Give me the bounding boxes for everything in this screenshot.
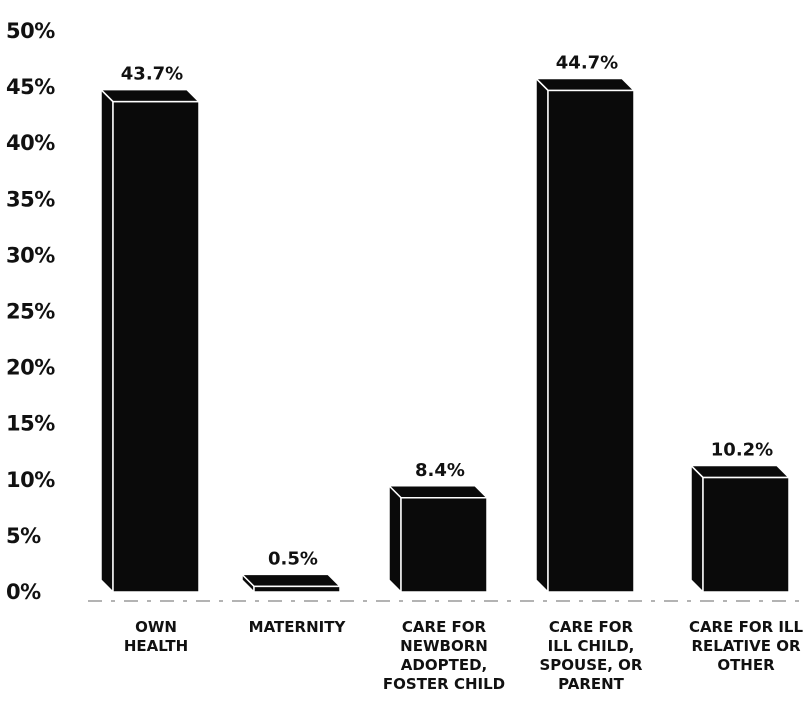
bar-top-face	[240, 573, 342, 588]
y-tick-label: 45%	[6, 75, 55, 99]
category-label: OWN HEALTH	[124, 618, 188, 655]
category-label-line: CARE FOR	[402, 618, 487, 636]
y-tick-label: 30%	[6, 243, 55, 267]
category-label-line: ADOPTED,	[401, 656, 487, 674]
category-label-line: RELATIVE OR	[692, 637, 801, 655]
y-tick-label: 20%	[6, 356, 55, 380]
bar-side-face	[690, 463, 704, 594]
category-label: CARE FOR ILL RELATIVE OR OTHER	[689, 618, 804, 674]
bar-top-face	[689, 464, 791, 479]
bars-group	[99, 76, 791, 594]
category-label: MATERNITY	[249, 618, 347, 636]
bar-front-face	[400, 497, 488, 593]
y-axis: 0% 5% 10% 15% 20% 25% 30% 35% 40% 45% 50%	[6, 19, 56, 604]
category-label: CARE FOR NEWBORN ADOPTED, FOSTER CHILD	[383, 618, 505, 693]
bar-front-face	[112, 100, 200, 593]
category-label-line: FOSTER CHILD	[383, 675, 505, 693]
y-tick-label: 25%	[6, 300, 55, 324]
bar	[240, 572, 342, 594]
value-label: 44.7%	[556, 52, 618, 73]
category-label-line: SPOUSE, OR	[539, 656, 642, 674]
bar	[387, 483, 489, 594]
y-tick-label: 50%	[6, 19, 55, 43]
value-label: 43.7%	[121, 64, 183, 85]
category-label-line: NEWBORN	[400, 637, 488, 655]
bar	[534, 76, 636, 594]
category-label-line: CARE FOR ILL	[689, 618, 804, 636]
y-tick-label: 5%	[6, 524, 41, 548]
bar-top-face	[387, 485, 489, 499]
bar-top-face	[99, 88, 201, 103]
value-labels-group: 43.7% 0.5% 8.4% 44.7% 10.2%	[121, 52, 773, 569]
bar	[689, 463, 791, 594]
y-tick-label: 15%	[6, 412, 55, 436]
bar-front-face	[547, 89, 635, 593]
y-tick-label: 10%	[6, 468, 55, 492]
category-label: CARE FOR ILL CHILD, SPOUSE, OR PARENT	[539, 618, 642, 693]
category-label-line: ILL CHILD,	[548, 637, 635, 655]
y-tick-label: 35%	[6, 187, 55, 211]
category-label-line: OTHER	[717, 656, 775, 674]
value-label: 8.4%	[415, 460, 465, 481]
value-label: 10.2%	[711, 440, 773, 461]
category-label-line: MATERNITY	[249, 618, 347, 636]
bar-side-face	[100, 87, 114, 594]
bar-front-face	[253, 585, 341, 593]
value-label: 0.5%	[268, 548, 318, 569]
bar-top-face	[534, 77, 636, 92]
category-label-line: OWN	[135, 618, 177, 636]
bar	[99, 87, 201, 594]
bar-side-face	[388, 483, 402, 594]
category-label-line: CARE FOR	[549, 618, 634, 636]
bar-side-face	[535, 76, 549, 594]
bar-front-face	[702, 476, 790, 593]
y-tick-label: 40%	[6, 131, 55, 155]
category-label-line: HEALTH	[124, 637, 188, 655]
category-label-line: PARENT	[558, 675, 625, 693]
y-tick-label: 0%	[6, 580, 41, 604]
